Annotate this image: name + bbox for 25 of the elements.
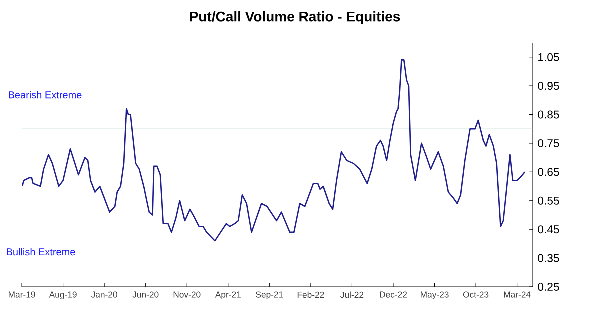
x-tick-label: Apr-21 [215, 292, 241, 300]
x-tick-label: Oct-23 [463, 292, 489, 298]
y-tick-label: 0.45 [538, 226, 560, 234]
y-tick-label: 0.25 [538, 282, 560, 291]
x-tick-label: Jan-20 [91, 292, 118, 298]
y-tick-label: 1.05 [538, 53, 560, 62]
x-tick-label: Dec-22 [380, 292, 407, 298]
y-tick-label: 0.75 [538, 139, 560, 148]
annotation: Bearish Extreme [9, 91, 82, 99]
x-tick-label: Aug-19 [49, 292, 77, 300]
chart-title: Put/Call Volume Ratio - Equities [190, 11, 400, 25]
y-tick-label: 0.55 [538, 196, 560, 205]
x-tick-label: Mar-19 [8, 292, 36, 298]
x-tick-label: Mar-24 [504, 292, 531, 298]
x-tick-label: Jun-20 [132, 292, 159, 298]
x-tick-label: Feb-22 [298, 292, 324, 298]
y-tick-label: 0.65 [538, 168, 560, 176]
y-tick-label: 0.35 [538, 254, 560, 262]
x-tick-label: Nov-20 [174, 292, 201, 298]
x-tick-label: Sep-21 [256, 292, 284, 300]
annotation: Bullish Extreme [7, 248, 76, 256]
x-tick-label: May-23 [421, 292, 449, 300]
y-tick-label: 0.85 [538, 110, 560, 119]
x-tick-label: Jul-22 [340, 292, 364, 298]
y-tick-label: 0.95 [538, 82, 560, 90]
